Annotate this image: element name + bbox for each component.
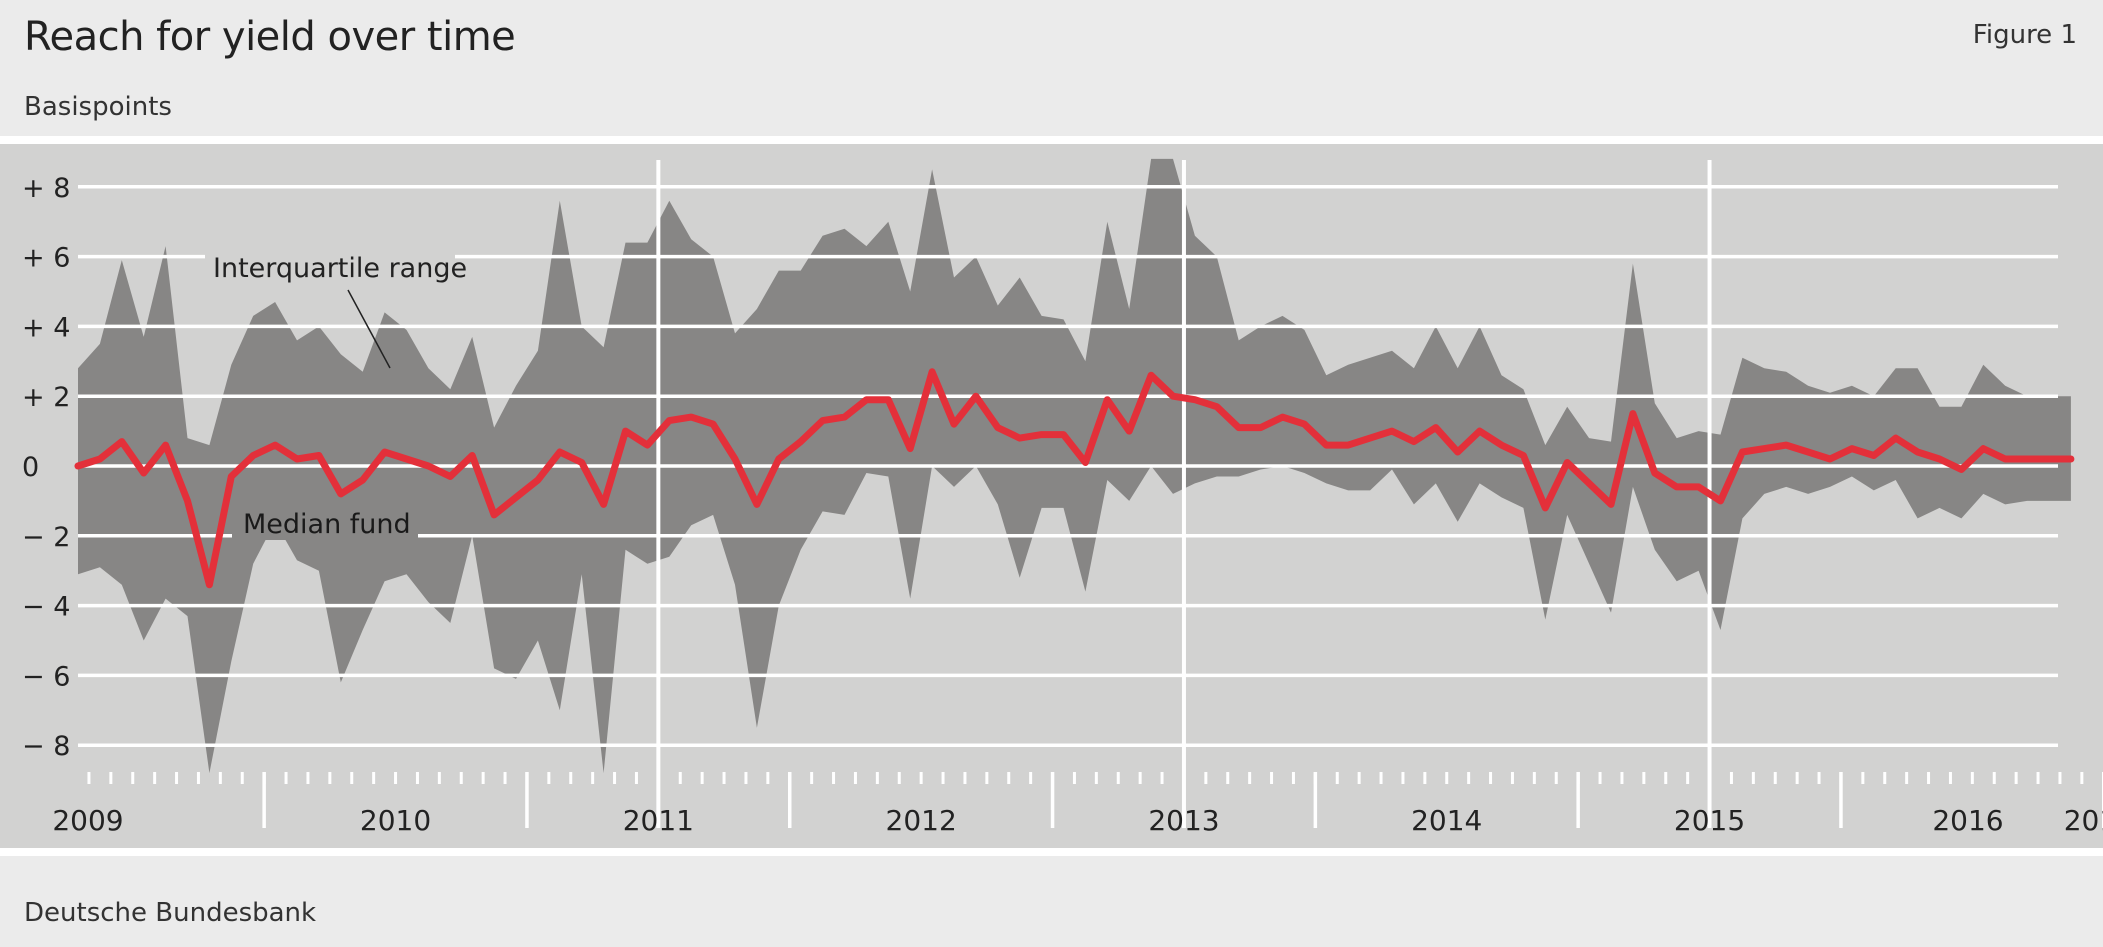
y-tick-label: + 6 (22, 243, 70, 274)
x-tick-label: 2015 (1674, 804, 1745, 837)
x-tick-label: 2013 (1148, 804, 1219, 837)
annotation-backdrop (205, 250, 455, 286)
y-axis-unit-label: Basispoints (24, 92, 172, 122)
median-fund-layer (74, 368, 2075, 589)
median-fund-line (74, 368, 2075, 589)
x-tick-label: 2009 (52, 804, 123, 837)
annotation-leader-line (347, 289, 391, 369)
chart-title: Reach for yield over time (24, 14, 516, 60)
y-tick-label: + 8 (22, 173, 70, 204)
y-tick-label: 0 (22, 452, 39, 483)
x-tick-label: 2012 (886, 804, 957, 837)
annotations: Interquartile range Median fund (205, 250, 467, 540)
y-tick-label: − 2 (22, 522, 70, 553)
y-tick-label: + 2 (22, 382, 70, 413)
annotation-backdrop (232, 506, 418, 540)
x-tick-label: 2016 (1932, 804, 2003, 837)
x-tick-label: 2010 (360, 804, 431, 837)
source-note: Deutsche Bundesbank (24, 898, 317, 928)
annotation-interquartile-range: Interquartile range (213, 253, 467, 284)
y-tick-label: − 8 (22, 731, 70, 762)
y-tick-label: + 4 (22, 312, 70, 343)
axes: + 8 + 6 + 4 + 2 0 − 2 − 4 − 6 − 8 2009 2010 2011 201… (22, 173, 2103, 837)
annotation-median-fund: Median fund (243, 509, 411, 540)
y-tick-label: − 4 (22, 592, 70, 623)
y-tick-label: − 6 (22, 661, 70, 692)
x-tick-label: 2017 (2064, 804, 2103, 837)
x-tick-label: 2014 (1411, 804, 1482, 837)
x-tick-label: 2011 (623, 804, 694, 837)
figure-number: Figure 1 (1972, 20, 2077, 50)
